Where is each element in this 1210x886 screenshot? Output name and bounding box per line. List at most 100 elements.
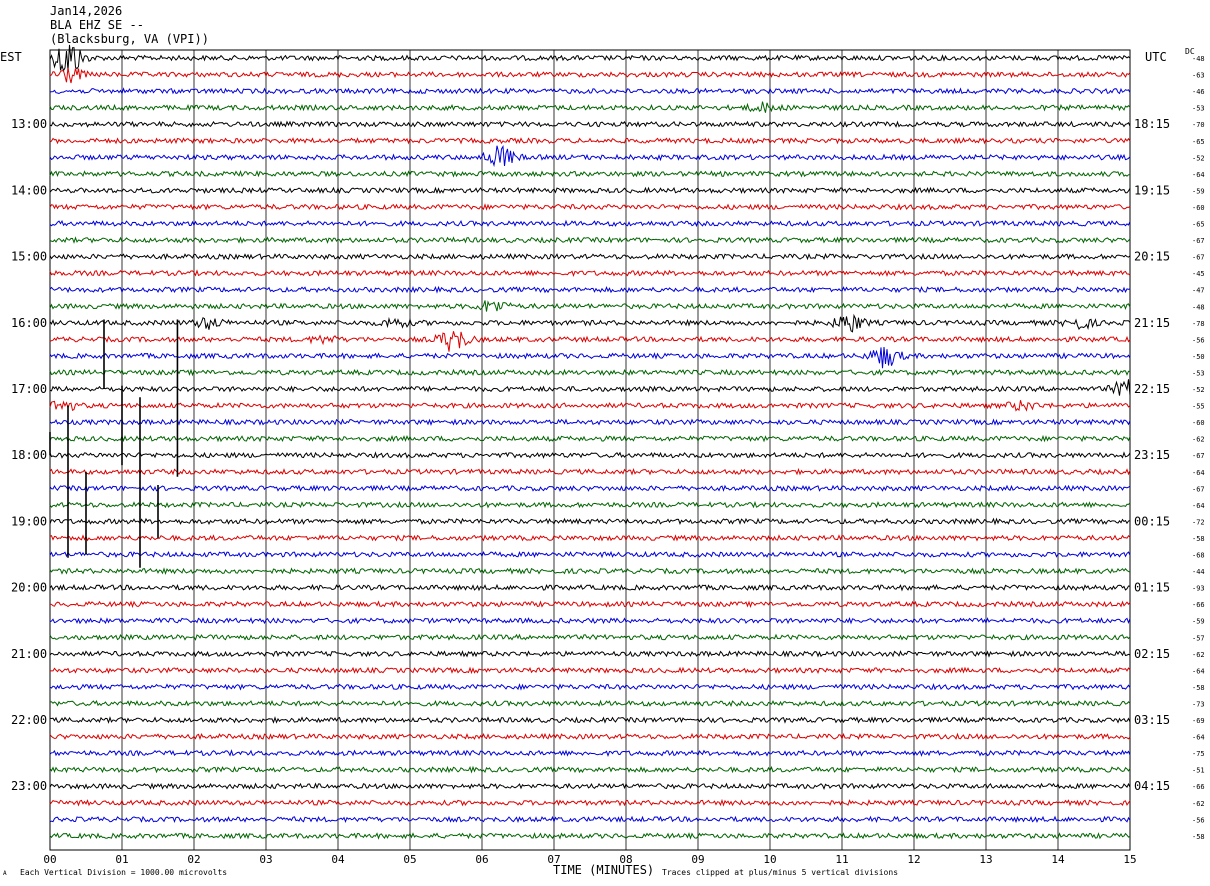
x-tick-label: 00	[43, 853, 56, 866]
right-hour-label: 20:15	[1134, 250, 1170, 264]
corner-mark: A	[3, 870, 7, 877]
x-tick-label: 15	[1123, 853, 1136, 866]
right-hour-label: 18:15	[1134, 117, 1170, 131]
dc-offset-label: -72	[1192, 518, 1205, 526]
seismic-trace	[49, 484, 1131, 493]
x-tick-label: 03	[259, 853, 272, 866]
seismic-trace	[49, 101, 1131, 113]
dc-offset-label: -63	[1192, 72, 1205, 80]
dc-offset-label: -58	[1192, 535, 1205, 543]
dc-offset-label: -78	[1192, 320, 1205, 328]
dc-offset-label: -60	[1192, 204, 1205, 212]
seismic-trace	[49, 400, 1131, 412]
seismic-trace	[49, 418, 1131, 427]
seismic-trace	[49, 467, 1131, 476]
seismic-trace	[49, 44, 1131, 73]
seismic-trace	[49, 683, 1131, 691]
dc-offset-label: -62	[1192, 651, 1205, 659]
left-hour-label: 13:00	[11, 117, 47, 131]
x-tick-label: 08	[619, 853, 632, 866]
seismic-trace	[49, 534, 1131, 542]
dc-offset-label: -45	[1192, 270, 1205, 278]
seismic-trace	[49, 782, 1131, 790]
location-label: (Blacksburg, VA (VPI))	[50, 32, 209, 46]
seismic-trace	[49, 236, 1131, 244]
right-hour-label: 22:15	[1134, 382, 1170, 396]
left-hour-label: 23:00	[11, 779, 47, 793]
left-hour-label: 17:00	[11, 382, 47, 396]
plot-frame	[49, 49, 1131, 851]
dc-offset-label: -59	[1192, 187, 1205, 195]
seismic-trace	[49, 749, 1131, 757]
left-hour-label: 16:00	[11, 316, 47, 330]
right-timezone-label: UTC	[1145, 50, 1167, 64]
date-label: Jan14,2026	[50, 4, 123, 18]
dc-offset-label: -75	[1192, 750, 1205, 758]
right-hour-label: 00:15	[1134, 514, 1170, 528]
seismic-trace	[49, 300, 1131, 312]
seismic-trace	[49, 617, 1131, 625]
seismic-trace	[49, 67, 1131, 84]
seismic-trace	[49, 600, 1131, 609]
x-tick-label: 06	[475, 853, 488, 866]
dc-offset-label: -56	[1192, 336, 1205, 344]
seismic-trace	[49, 87, 1131, 95]
dc-offset-label: -58	[1192, 684, 1205, 692]
dc-offset-label: -69	[1192, 717, 1205, 725]
seismic-trace	[49, 269, 1131, 277]
x-tick-label: 05	[403, 853, 416, 866]
dc-offset-label: -64	[1192, 502, 1205, 510]
x-tick-label: 07	[547, 853, 560, 866]
dc-label: DC	[1185, 47, 1195, 56]
dc-offset-label: -51	[1192, 767, 1205, 775]
dc-offset-label: -60	[1192, 419, 1205, 427]
left-hour-label: 21:00	[11, 647, 47, 661]
dc-offset-label: -64	[1192, 469, 1205, 477]
dc-offset-label: -48	[1192, 55, 1205, 63]
scale-note: Each Vertical Division = 1000.00 microvo…	[20, 868, 228, 877]
dc-offset-label: -67	[1192, 485, 1205, 493]
seismic-trace	[49, 144, 1131, 168]
seismic-trace	[49, 186, 1131, 195]
seismic-trace	[49, 732, 1131, 741]
seismic-trace	[49, 368, 1131, 377]
dc-offset-label: -66	[1192, 601, 1205, 609]
grid-layer	[49, 49, 1131, 851]
seismic-trace	[49, 765, 1131, 774]
dc-offset-label: -62	[1192, 800, 1205, 808]
dc-offset-label: -44	[1192, 568, 1205, 576]
dc-offset-label: -64	[1192, 171, 1205, 179]
x-tick-label: 10	[763, 853, 776, 866]
seismic-trace	[49, 285, 1131, 294]
dc-offset-label: -70	[1192, 121, 1205, 129]
dc-offset-label: -66	[1192, 783, 1205, 791]
seismic-trace	[49, 798, 1131, 807]
dc-offset-label: -57	[1192, 634, 1205, 642]
dc-offset-label: -73	[1192, 700, 1205, 708]
dc-offset-label: -67	[1192, 237, 1205, 245]
seismic-trace	[49, 219, 1131, 228]
right-hour-label: 03:15	[1134, 713, 1170, 727]
dc-offset-label: -46	[1192, 88, 1205, 96]
dc-offset-label: -68	[1192, 552, 1205, 560]
seismic-trace	[49, 379, 1131, 396]
dc-offset-label: -53	[1192, 369, 1205, 377]
seismic-trace	[49, 650, 1131, 658]
seismic-trace	[49, 203, 1131, 211]
dc-offset-label: -50	[1192, 353, 1205, 361]
seismic-trace	[49, 550, 1131, 559]
seismic-trace	[49, 699, 1131, 708]
x-tick-label: 04	[331, 853, 345, 866]
seismic-trace	[49, 252, 1131, 261]
seismic-trace	[49, 169, 1131, 178]
x-axis-title: TIME (MINUTES)	[553, 863, 655, 877]
dc-offset-label: -93	[1192, 585, 1205, 593]
x-tick-label: 01	[115, 853, 128, 866]
seismic-trace	[49, 434, 1131, 443]
seismic-trace	[49, 832, 1131, 840]
dc-offset-label: -58	[1192, 833, 1205, 841]
seismic-trace	[49, 500, 1131, 509]
dc-offset-label: -64	[1192, 734, 1205, 742]
dc-offset-label: -65	[1192, 138, 1205, 146]
